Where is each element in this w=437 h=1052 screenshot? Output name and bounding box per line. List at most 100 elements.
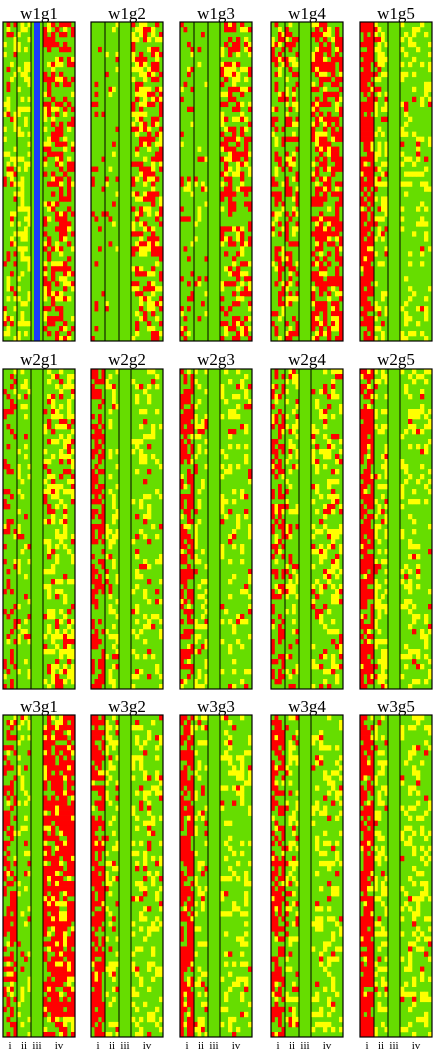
cell bbox=[274, 326, 279, 332]
cell bbox=[94, 1001, 99, 1008]
cell bbox=[288, 281, 293, 287]
cell bbox=[91, 469, 95, 475]
cell bbox=[288, 559, 293, 565]
cell bbox=[59, 795, 64, 801]
cell bbox=[331, 369, 336, 375]
cell bbox=[139, 91, 144, 98]
cell bbox=[360, 664, 364, 670]
cell bbox=[377, 604, 382, 610]
column-i bbox=[3, 369, 18, 690]
cell bbox=[384, 589, 389, 595]
cell bbox=[155, 384, 160, 390]
cell bbox=[381, 649, 385, 655]
cell bbox=[6, 639, 11, 645]
cell bbox=[112, 86, 116, 93]
cell bbox=[6, 326, 11, 332]
cell bbox=[183, 654, 188, 660]
cell bbox=[363, 489, 368, 495]
cell bbox=[47, 256, 52, 262]
cell bbox=[420, 394, 425, 400]
cell bbox=[139, 81, 144, 88]
cell bbox=[271, 41, 275, 48]
cell bbox=[331, 489, 336, 495]
cell bbox=[67, 374, 72, 380]
cell bbox=[201, 301, 205, 307]
cell bbox=[319, 216, 324, 222]
cell bbox=[71, 845, 76, 852]
cell bbox=[335, 564, 340, 570]
cell bbox=[288, 449, 293, 455]
cell bbox=[94, 886, 99, 892]
cell bbox=[131, 266, 136, 272]
cell bbox=[187, 654, 191, 660]
cell bbox=[135, 111, 140, 117]
cell bbox=[98, 454, 102, 460]
cell bbox=[3, 664, 7, 670]
cell bbox=[98, 976, 102, 982]
cell bbox=[323, 409, 328, 415]
cell bbox=[17, 296, 21, 302]
cell bbox=[327, 221, 332, 227]
cell bbox=[377, 76, 382, 83]
cell bbox=[363, 116, 368, 122]
cell bbox=[384, 469, 389, 475]
cell bbox=[428, 41, 433, 48]
cell bbox=[59, 991, 64, 998]
cell bbox=[27, 206, 32, 212]
cell bbox=[143, 26, 148, 33]
cell bbox=[147, 196, 152, 202]
cell bbox=[224, 101, 229, 108]
cell bbox=[292, 296, 296, 302]
cell bbox=[139, 745, 144, 751]
cell bbox=[159, 301, 164, 307]
cell bbox=[159, 36, 164, 43]
cell bbox=[285, 499, 289, 505]
cell bbox=[224, 66, 229, 73]
cell bbox=[271, 221, 275, 227]
cell bbox=[370, 36, 375, 43]
cell bbox=[67, 840, 72, 847]
cell bbox=[278, 316, 282, 322]
cell bbox=[135, 66, 140, 73]
cell bbox=[232, 326, 237, 332]
cell bbox=[47, 976, 52, 982]
cell bbox=[319, 261, 324, 267]
cell bbox=[98, 534, 102, 540]
cell bbox=[135, 654, 140, 660]
cell bbox=[108, 1021, 113, 1028]
cell bbox=[360, 679, 364, 685]
cell bbox=[71, 1026, 76, 1033]
cell bbox=[367, 544, 371, 550]
cell bbox=[315, 281, 320, 287]
cell bbox=[59, 684, 64, 690]
cell bbox=[143, 614, 148, 620]
cell bbox=[381, 604, 385, 610]
cell bbox=[131, 684, 136, 690]
cell bbox=[281, 674, 286, 680]
cell bbox=[327, 101, 332, 108]
cell bbox=[323, 181, 328, 187]
cell bbox=[27, 161, 32, 167]
cell bbox=[67, 936, 72, 942]
cell bbox=[311, 589, 316, 595]
cell bbox=[55, 860, 60, 867]
cell bbox=[3, 820, 7, 826]
cell bbox=[139, 384, 144, 390]
cell bbox=[248, 106, 253, 113]
cell bbox=[232, 499, 237, 505]
cell bbox=[319, 494, 324, 500]
cell bbox=[47, 399, 52, 405]
cell bbox=[51, 176, 56, 182]
cell bbox=[420, 251, 425, 257]
cell bbox=[63, 795, 68, 801]
cell bbox=[412, 131, 417, 137]
cell bbox=[339, 634, 344, 640]
cell bbox=[315, 71, 320, 78]
cell bbox=[51, 649, 56, 655]
cell bbox=[3, 674, 7, 680]
cell bbox=[295, 664, 300, 670]
cell bbox=[360, 544, 364, 550]
cell bbox=[91, 499, 95, 505]
cell bbox=[55, 281, 60, 287]
cell bbox=[147, 384, 152, 390]
